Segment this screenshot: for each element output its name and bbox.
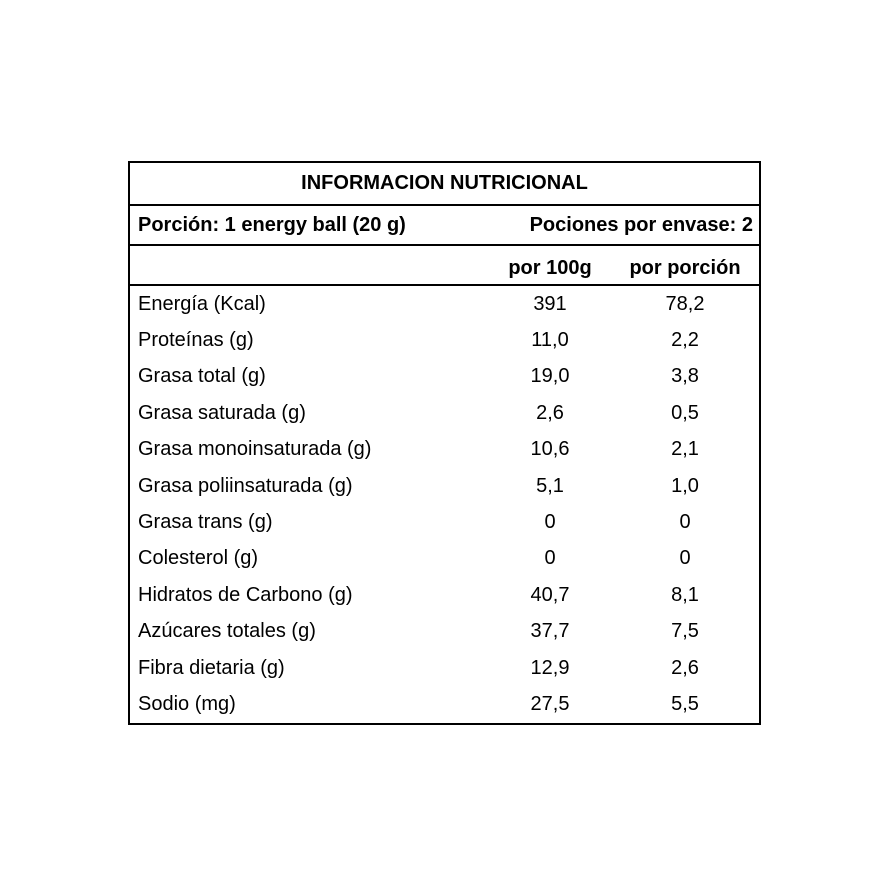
nutrient-name: Grasa trans (g) [138, 511, 273, 534]
nutrient-value: 78,2 [665, 292, 705, 315]
nutrition-table: INFORMACION NUTRICIONAL Porción: 1 energ… [128, 161, 761, 725]
nutrient-value: 8,1 [671, 583, 699, 606]
nutrient-value: 3,8 [671, 365, 699, 388]
nutrient-value: 7,5 [671, 620, 699, 643]
nutrient-name: Grasa monoinsaturada (g) [138, 438, 372, 461]
nutrient-name: Energía (Kcal) [138, 292, 266, 315]
nutrient-row: Energía (Kcal) 391 78,2 [130, 286, 759, 322]
header-row: por 100g por porción [130, 246, 759, 286]
nutrient-value: 37,7 [530, 620, 570, 643]
nutrient-row: Sodio (mg) 27,5 5,5 [130, 686, 759, 722]
nutrient-value: 19,0 [530, 365, 570, 388]
nutrient-row: Grasa monoinsaturada (g) 10,6 2,1 [130, 432, 759, 468]
nutrient-value: 0 [544, 511, 556, 534]
column-header: por 100g [508, 256, 592, 279]
nutrient-value: 5,5 [671, 693, 699, 716]
nutrient-value: 12,9 [530, 656, 570, 679]
nutrient-name: Grasa poliinsaturada (g) [138, 474, 353, 497]
nutrient-name: Colesterol (g) [138, 547, 259, 570]
title-row: INFORMACION NUTRICIONAL [130, 163, 759, 206]
nutrient-value: 0 [679, 547, 691, 570]
nutrient-name: Hidratos de Carbono (g) [138, 583, 353, 606]
nutrient-row: Colesterol (g) 0 0 [130, 541, 759, 577]
nutrient-row: Grasa poliinsaturada (g) 5,1 1,0 [130, 468, 759, 504]
nutrient-value: 2,1 [671, 438, 699, 461]
nutrient-value: 2,6 [671, 656, 699, 679]
table-title: INFORMACION NUTRICIONAL [301, 172, 588, 194]
nutrient-value: 27,5 [530, 693, 570, 716]
nutrient-value: 40,7 [530, 583, 570, 606]
nutrient-value: 0,5 [671, 401, 699, 424]
nutrient-row: Azúcares totales (g) 37,7 7,5 [130, 614, 759, 650]
nutrient-name: Fibra dietaria (g) [138, 656, 285, 679]
nutrient-row: Grasa saturada (g) 2,6 0,5 [130, 395, 759, 431]
nutrient-row: Grasa total (g) 19,0 3,8 [130, 359, 759, 395]
nutrient-name: Grasa saturada (g) [138, 401, 306, 424]
nutrient-value: 1,0 [671, 474, 699, 497]
servings: Pociones por envase: 2 [529, 213, 753, 236]
column-header: por porción [629, 256, 741, 279]
nutrient-value: 0 [679, 511, 691, 534]
nutrient-value: 0 [544, 547, 556, 570]
nutrient-value: 2,6 [536, 401, 564, 424]
nutrient-row: Grasa trans (g) 0 0 [130, 504, 759, 540]
nutrient-value: 391 [533, 292, 567, 315]
nutrient-name: Grasa total (g) [138, 365, 266, 388]
nutrient-name: Sodio (mg) [138, 693, 236, 716]
nutrient-row: Proteínas (g) 11,0 2,2 [130, 322, 759, 358]
nutrient-row: Hidratos de Carbono (g) 40,7 8,1 [130, 577, 759, 613]
nutrient-value: 10,6 [530, 438, 570, 461]
nutrient-value: 5,1 [536, 474, 564, 497]
nutrient-name: Proteínas (g) [138, 329, 254, 352]
nutrient-value: 11,0 [531, 329, 569, 352]
nutrient-row: Fibra dietaria (g) 12,9 2,6 [130, 650, 759, 686]
portion-row: Porción: 1 energy ball (20 g) Pociones p… [130, 206, 759, 246]
portion: Porción: 1 energy ball (20 g) [138, 213, 406, 236]
nutrient-value: 2,2 [671, 329, 699, 352]
nutrient-name: Azúcares totales (g) [138, 620, 316, 643]
